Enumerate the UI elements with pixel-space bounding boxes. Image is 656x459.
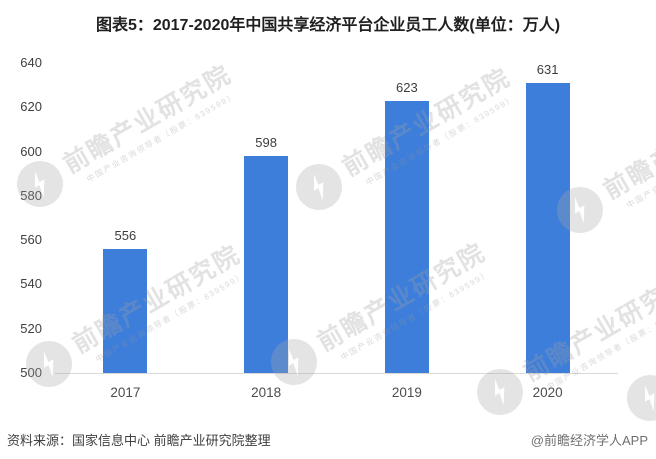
y-axis-tick-label: 500 (20, 365, 42, 380)
bar-2018 (244, 156, 289, 373)
x-axis-line (55, 373, 618, 374)
x-axis-tick-label: 2019 (391, 385, 422, 400)
x-axis-tick-label: 2018 (251, 385, 282, 400)
y-axis-tick-label: 560 (20, 232, 42, 248)
app-credit: @前瞻经济学人APP (530, 433, 648, 448)
source-note: 资料来源：国家信息中心 前瞻产业研究院整理 (7, 433, 271, 448)
y-axis-tick-label: 640 (20, 55, 42, 70)
bar-2017 (103, 249, 148, 373)
y-axis-tick-label: 580 (20, 187, 42, 203)
y-axis-tick-label: 620 (20, 99, 42, 115)
bar-2020 (525, 82, 570, 373)
y-axis-tick-label: 600 (20, 143, 42, 159)
bar-value-label: 623 (396, 79, 418, 95)
chart-title: 图表5：2017-2020年中国共享经济平台企业员工人数(单位：万人) (95, 17, 561, 34)
x-axis-tick-label: 2020 (532, 385, 563, 400)
x-axis-tick-label: 2017 (110, 385, 141, 400)
bar-value-label: 598 (255, 135, 277, 150)
y-axis-tick-label: 520 (20, 320, 42, 336)
bar-value-label: 556 (114, 228, 137, 243)
bar-value-label: 631 (536, 61, 559, 77)
bar-2019 (384, 100, 429, 373)
y-axis-tick-label: 540 (20, 276, 42, 292)
